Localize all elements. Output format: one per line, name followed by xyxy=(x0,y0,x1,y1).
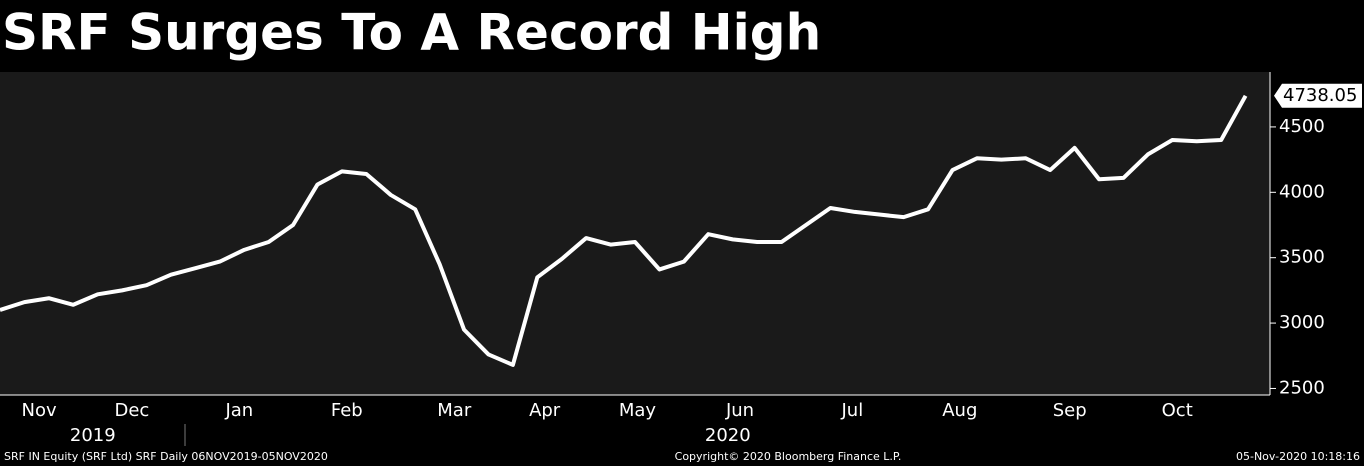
x-group-label: 2019 xyxy=(70,425,116,446)
x-tick-label: Apr xyxy=(529,400,561,421)
x-tick-label: Dec xyxy=(114,400,149,421)
y-tick-label: 4000 xyxy=(1279,181,1325,202)
y-tick-label: 2500 xyxy=(1279,377,1325,398)
x-tick-label: Jun xyxy=(725,400,754,421)
y-tick-label: 4500 xyxy=(1279,116,1325,137)
footer-right: 05-Nov-2020 10:18:16 xyxy=(1236,450,1360,463)
x-tick-label: Aug xyxy=(942,400,977,421)
last-value-box xyxy=(1274,83,1362,108)
price-line xyxy=(0,94,1248,367)
footer-left: SRF IN Equity (SRF Ltd) SRF Daily 06NOV2… xyxy=(4,450,328,463)
chart-title: SRF Surges To A Record High xyxy=(2,4,821,62)
plot-area xyxy=(0,72,1270,395)
last-value-label: 4738.05 xyxy=(1283,85,1357,106)
x-tick-label: Sep xyxy=(1053,400,1087,421)
x-tick-label: Nov xyxy=(22,400,57,421)
x-group-label: 2020 xyxy=(705,425,751,446)
x-tick-label: May xyxy=(619,400,657,421)
y-tick-label: 3000 xyxy=(1279,312,1325,333)
footer-center: Copyright© 2020 Bloomberg Finance L.P. xyxy=(675,450,902,463)
x-tick-label: Feb xyxy=(331,400,363,421)
x-tick-label: Jul xyxy=(841,400,864,421)
x-tick-label: Mar xyxy=(437,400,472,421)
y-tick-label: 3500 xyxy=(1279,247,1325,268)
x-tick-label: Jan xyxy=(224,400,253,421)
x-tick-label: Oct xyxy=(1162,400,1193,421)
